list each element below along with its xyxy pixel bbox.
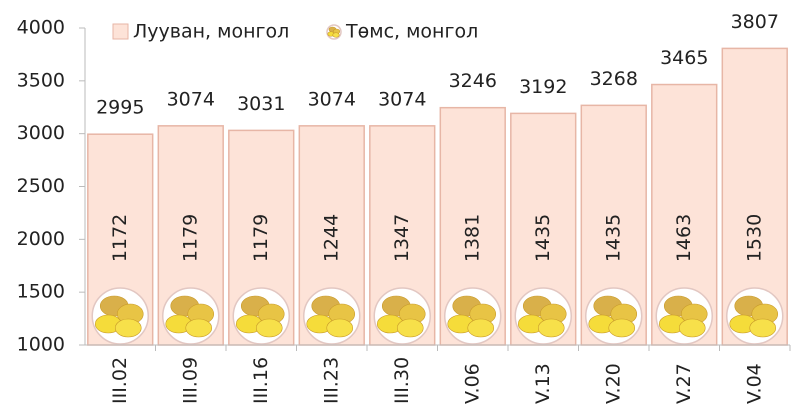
x-tick-label: V.13 [532, 363, 554, 404]
potato [256, 319, 282, 337]
y-tick-label: 3500 [17, 69, 65, 91]
x-tick-label: V.27 [673, 363, 695, 404]
value-label: 3074 [167, 88, 215, 110]
value-label: 3807 [731, 11, 779, 33]
value-label: 3246 [449, 70, 497, 92]
potato [609, 319, 635, 337]
x-tick-label: III.09 [179, 357, 201, 404]
y-tick-label: 1500 [17, 281, 65, 303]
x-tick-label: V.04 [743, 363, 765, 404]
x-tick-label: III.16 [250, 357, 272, 404]
potato-value-label: 1347 [391, 214, 413, 262]
potato [115, 319, 141, 337]
potato-value-label: 1463 [673, 214, 695, 262]
potato-icon [727, 288, 783, 344]
potato [538, 319, 564, 337]
x-tick-label: III.23 [320, 357, 342, 404]
potato-icon [92, 288, 148, 344]
x-tick-label: III.02 [109, 357, 131, 404]
potato-icon [656, 288, 712, 344]
potato-icon [445, 288, 501, 344]
x-tick-label: V.20 [602, 363, 624, 404]
potato-value-label: 1172 [109, 214, 131, 262]
x-tick-label: III.30 [391, 357, 413, 404]
potato [750, 319, 776, 337]
potato-value-label: 1435 [602, 214, 624, 262]
potato-icon [515, 288, 571, 344]
value-label: 3465 [660, 47, 708, 69]
value-label: 3074 [378, 88, 426, 110]
value-label: 3268 [590, 68, 638, 90]
potato-value-label: 1179 [250, 214, 272, 262]
value-label: 2995 [96, 97, 144, 119]
potato-value-label: 1530 [743, 214, 765, 262]
potato [397, 319, 423, 337]
legend-label: Лууван, монгол [133, 21, 289, 43]
x-tick-label: V.06 [461, 363, 483, 404]
value-label: 3192 [519, 76, 567, 98]
y-tick-label: 3000 [17, 122, 65, 144]
potato [186, 319, 212, 337]
y-tick-label: 4000 [17, 17, 65, 39]
potato-value-label: 1179 [179, 214, 201, 262]
potato-value-label: 1381 [461, 214, 483, 262]
potato [333, 33, 340, 38]
potato-value-label: 1435 [532, 214, 554, 262]
potato-value-label: 1244 [320, 214, 342, 262]
legend-label: Төмс, монгол [345, 21, 478, 43]
potato-icon [233, 288, 289, 344]
legend-swatch [113, 24, 128, 39]
value-label: 3074 [308, 88, 356, 110]
potato [468, 319, 494, 337]
potato [679, 319, 705, 337]
potato-icon [304, 288, 360, 344]
y-tick-label: 1000 [17, 334, 65, 356]
y-tick-label: 2000 [17, 228, 65, 250]
chart: 1000 1500 2000 2500 3000 3500 4000 2995 1172 III.… [0, 0, 795, 408]
potato [327, 319, 353, 337]
potato-icon [586, 288, 642, 344]
potato-icon [374, 288, 430, 344]
y-tick-label: 2500 [17, 175, 65, 197]
potato-icon [327, 25, 341, 39]
value-label: 3031 [237, 93, 285, 115]
potato-icon [163, 288, 219, 344]
